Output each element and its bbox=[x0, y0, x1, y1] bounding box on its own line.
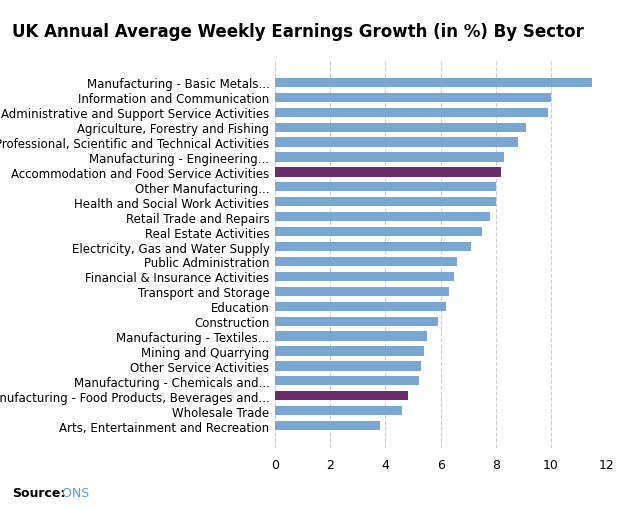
Bar bbox=[275, 272, 454, 281]
Bar bbox=[275, 94, 551, 103]
Bar bbox=[275, 79, 592, 88]
Bar bbox=[275, 377, 419, 386]
Bar bbox=[275, 153, 504, 162]
Bar bbox=[275, 421, 380, 430]
Bar bbox=[275, 213, 491, 222]
Bar bbox=[275, 168, 501, 177]
Text: Source:: Source: bbox=[12, 486, 66, 499]
Bar bbox=[275, 406, 402, 415]
Bar bbox=[275, 391, 408, 401]
Text: ONS: ONS bbox=[58, 486, 89, 499]
Bar bbox=[275, 198, 496, 207]
Bar bbox=[275, 258, 458, 267]
Bar bbox=[275, 228, 482, 237]
Bar bbox=[275, 287, 449, 296]
Bar bbox=[275, 332, 427, 341]
Bar bbox=[275, 183, 496, 192]
Bar bbox=[275, 242, 471, 251]
Bar bbox=[275, 108, 548, 118]
Bar bbox=[275, 317, 438, 326]
Bar bbox=[275, 361, 421, 371]
Bar bbox=[275, 123, 526, 132]
Bar bbox=[275, 347, 424, 356]
Bar bbox=[275, 138, 518, 148]
Bar bbox=[275, 302, 446, 311]
Text: UK Annual Average Weekly Earnings Growth (in %) By Sector: UK Annual Average Weekly Earnings Growth… bbox=[12, 23, 584, 41]
